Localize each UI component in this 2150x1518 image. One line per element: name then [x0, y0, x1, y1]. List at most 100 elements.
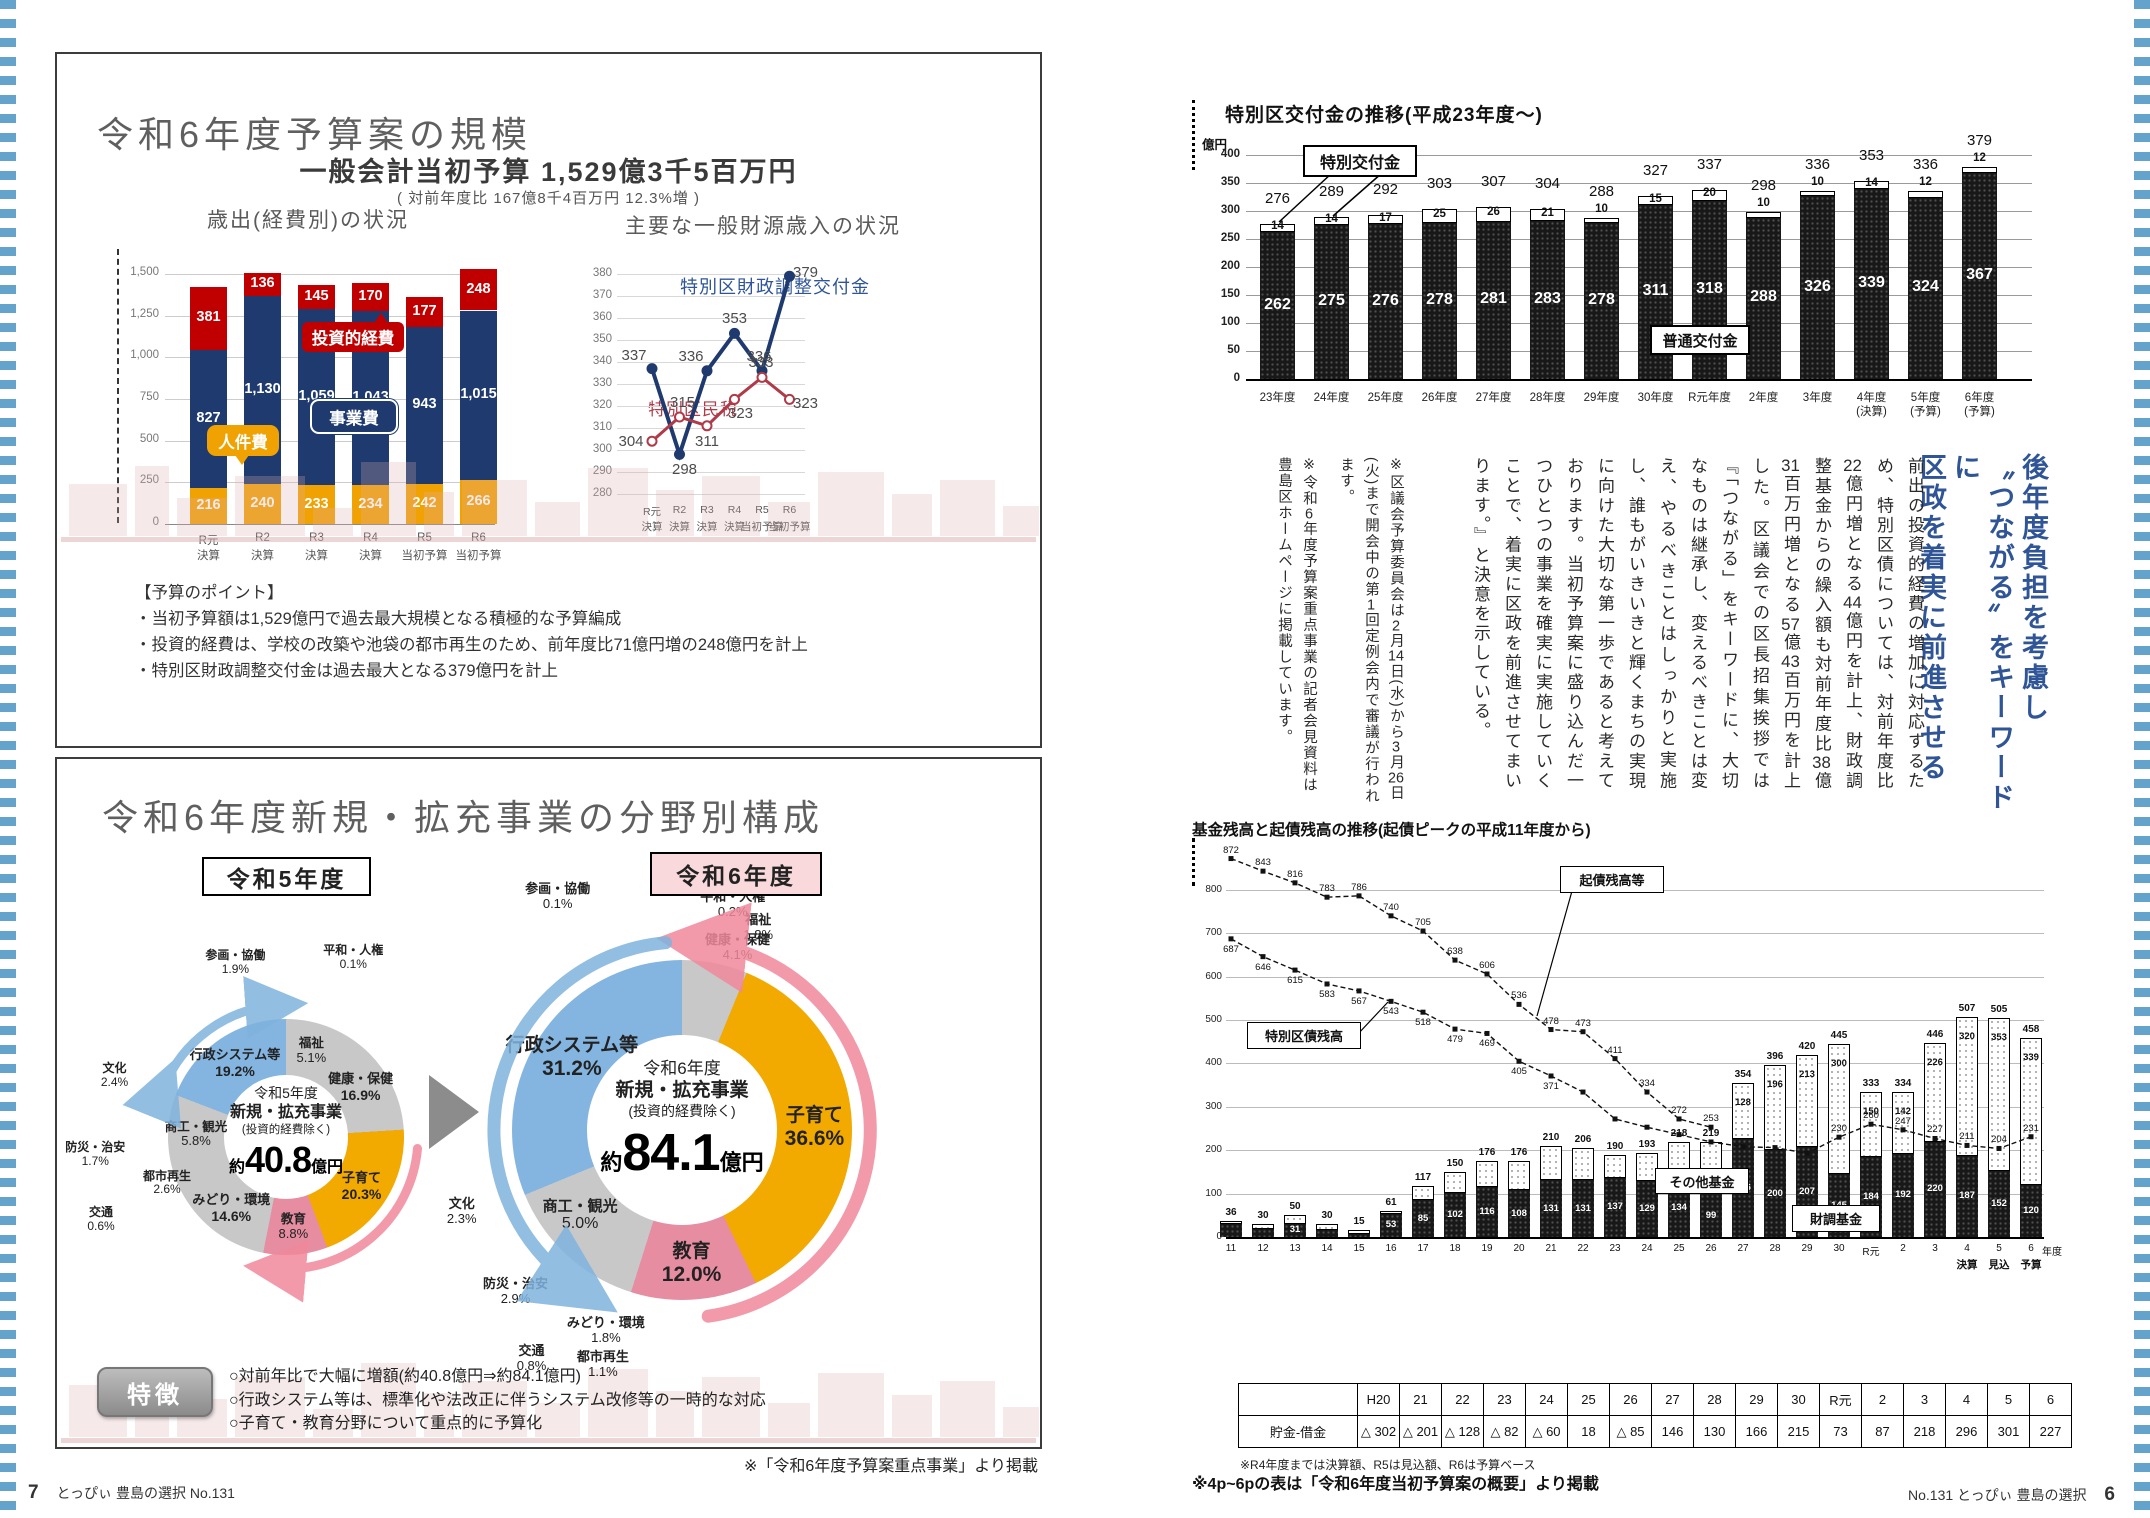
kofukin-chart-title: 特別区交付金の推移(平成23年度〜) [1225, 105, 1543, 126]
line-value-label: 583 [1319, 988, 1335, 1000]
x-axis-label: 30年度 [1637, 392, 1674, 404]
x-axis-label: 2 [1900, 1243, 1906, 1254]
x-axis-label: 26 [1705, 1243, 1717, 1254]
bar-segment-tokubetsu [1476, 207, 1511, 222]
table-cell: △ 60 [1525, 1415, 1568, 1448]
total-label: 176 [1510, 1146, 1528, 1158]
savings-debt-table: H20 21 22 23 24 25 26 27 28 29 30 R元 2 3 4 5 6 貯金-借金 △ 302… [1238, 1383, 2072, 1448]
y-axis-label: 500 [139, 432, 159, 445]
donut-arrow-svg [487, 902, 877, 1323]
bar-value-label: 170 [358, 288, 383, 304]
bar-segment-futsuu [1854, 189, 1889, 379]
bar-segment-futsuu [1800, 196, 1835, 379]
table-column-header: 26 [1609, 1383, 1652, 1416]
tokubetsu-value-label: 14 [1271, 220, 1284, 233]
y-axis-label: 400 [1205, 1057, 1222, 1069]
total-label: 327 [1642, 162, 1669, 180]
bar-value-label: 242 [412, 494, 437, 511]
line-value-label: 411 [1607, 1044, 1623, 1056]
forecast-divider [1192, 100, 2052, 170]
kikin-chart-title: 基金残高と起債残高の推移(起債ピークの平成11年度から) [1192, 822, 1591, 839]
total-label: 30 [1321, 1209, 1333, 1221]
donut-center-line: (投資的経費除く) [628, 1103, 736, 1119]
building-silhouette [424, 1393, 454, 1437]
zaicho-value-label: 31 [1289, 1224, 1301, 1236]
donut-label-pct: 16.9% [340, 1086, 381, 1103]
bar-segment-sonota [2020, 1037, 2042, 1185]
line-value-label: 872 [1223, 844, 1239, 856]
tokubetsu-value-label: 12 [1973, 151, 1986, 164]
y-axis-label: 360 [592, 311, 612, 323]
donut-label: 教育 8.8% [223, 1212, 363, 1241]
futsuu-value-label: 339 [1858, 274, 1885, 292]
donut-label-pct: 8.8% [278, 1225, 309, 1241]
article-note: ※区議会予算委員会は2月14日(水)から3月26日(火)まで開会中の第1回定例会… [1338, 457, 1404, 805]
total-label: 337 [1696, 155, 1723, 173]
table-cell: 73 [1819, 1415, 1862, 1448]
table-cell: 87 [1861, 1415, 1904, 1448]
bar-segment-sonota [1444, 1171, 1466, 1193]
line-value-label: 518 [1415, 1017, 1431, 1029]
x-axis-label: 24年度 [1313, 392, 1350, 404]
building-silhouette [656, 490, 694, 536]
donut-label-name: 行政システム等 [505, 1035, 639, 1057]
data-point-label: 336 [678, 347, 704, 365]
building-silhouette [177, 498, 227, 536]
donut-label: 平和・人権 0.1% [283, 943, 423, 972]
table-column-header: 24 [1525, 1383, 1568, 1416]
y-axis-label: 600 [1205, 970, 1222, 982]
donut-label-name: 教育 [280, 1212, 306, 1227]
donut-hole [587, 1035, 777, 1225]
table-cell: △ 82 [1483, 1415, 1526, 1448]
data-point-label: 333 [748, 354, 774, 372]
x-axis-label: 18 [1449, 1243, 1461, 1254]
sonota-value-label: 339 [2023, 1051, 2039, 1063]
building-silhouette [588, 468, 648, 536]
data-point-label: 323 [792, 395, 819, 413]
x-axis-label: 決算 [696, 521, 718, 533]
total-label: 150 [1446, 1157, 1464, 1169]
expenditure-stacked-bar-chart: 投資的経費 人件費 事業費 0 250 500 750 1,000 1,250 1,500 2… [117, 249, 547, 584]
grid-line [1226, 1193, 2044, 1195]
bar-segment-tokubetsu [1962, 166, 1997, 174]
table-column-header: 6 [2029, 1383, 2072, 1416]
donut-label-pct: 0.8% [516, 1358, 547, 1374]
zaicho-value-label: 192 [1895, 1189, 1911, 1201]
bar-segment-zaicho [2020, 1184, 2042, 1237]
zaicho-value-label: 116 [1479, 1205, 1495, 1217]
bar-segment-tokubetsu [1584, 217, 1619, 224]
bar-value-label: 381 [196, 309, 221, 326]
table-column-header: 28 [1693, 1383, 1736, 1416]
bar-segment-zaicho [1892, 1153, 1914, 1237]
x-axis-label: 当初予算 [455, 550, 502, 562]
donut-label-name: 交通 [518, 1343, 545, 1359]
bar-segment-futsuu [1476, 221, 1511, 379]
bar-segment-futsuu [1584, 223, 1619, 379]
sonota-value-label: 226 [1927, 1057, 1943, 1069]
bar-segment [460, 310, 497, 480]
skyline-baseline [61, 1438, 1036, 1443]
kikin-bar-line-chart: 起債残高等 特別区債残高 その他基金 財調基金 0 100 200 300 400 500… [1192, 838, 2072, 1298]
total-label: 396 [1766, 1051, 1784, 1063]
sonota-value-label: 128 [1735, 1097, 1751, 1109]
grid-line [617, 296, 805, 297]
zaicho-value-label: 134 [1671, 1201, 1687, 1213]
total-label: 353 [1858, 147, 1885, 165]
total-label: 420 [1798, 1040, 1816, 1052]
y-axis-label: 350 [1220, 176, 1240, 188]
budget-points: 【予算のポイント】 ・当初予算額は1,529億円で過去最大規模となる積極的な予算… [135, 580, 808, 684]
building-silhouette [69, 484, 127, 536]
total-label: 298 [1750, 177, 1777, 195]
y-axis-label: 500 [1205, 1014, 1222, 1025]
bar-segment-zaicho [1700, 1194, 1722, 1237]
year-label-r5: 令和5年度 [202, 857, 371, 896]
y-axis-label: 370 [592, 289, 612, 301]
donut-label: 都市再生 1.1% [533, 1349, 673, 1380]
data-point-label: 379 [792, 264, 819, 282]
table-corner-cell [1238, 1383, 1358, 1416]
line-value-label: 479 [1447, 1034, 1463, 1046]
donut-label-pct: 1.9% [221, 962, 250, 977]
feature-badge: 特徴 [97, 1367, 213, 1417]
x-axis-label: 19 [1481, 1243, 1493, 1254]
bar-segment-zaicho [1764, 1150, 1786, 1237]
